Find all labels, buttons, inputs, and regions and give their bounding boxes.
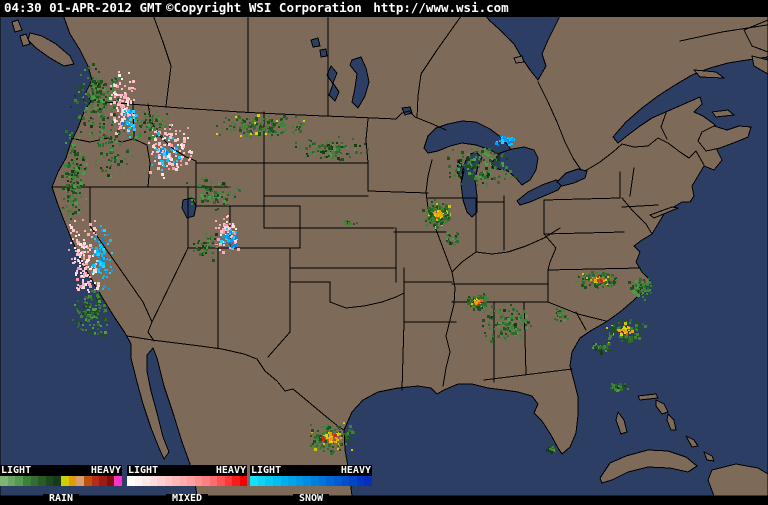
lake-erie [516, 179, 565, 206]
national-borders [90, 11, 768, 431]
lake-winnipegosis [326, 65, 340, 102]
mixed-light-label: LIGHT [128, 465, 159, 476]
status-bar: 04:30 01-APR-2012 GMT ©Copyright WSI Corp… [0, 0, 768, 17]
lake-huron [491, 146, 539, 186]
timestamp: 04:30 01-APR-2012 GMT [4, 0, 163, 15]
copyright-text: ©Copyright WSI Corporation [166, 0, 362, 15]
radar-echoes [61, 63, 653, 455]
us-mexico-border [126, 335, 345, 431]
snow-scale-bar: LIGHT HEAVY [250, 465, 372, 476]
rain-scale-bar: LIGHT HEAVY [0, 465, 122, 476]
mixed-scale-bar: LIGHT HEAVY [127, 465, 247, 476]
province-borders [151, 11, 768, 171]
snow-heavy-label: HEAVY [340, 465, 371, 476]
snow-color-bar [250, 476, 372, 486]
legend-rain: LIGHT HEAVY RAIN [0, 465, 122, 504]
rain-color-bar [0, 476, 122, 486]
mixed-heavy-label: HEAVY [215, 465, 246, 476]
state-borders [51, 100, 659, 391]
snow-light-label: LIGHT [251, 465, 282, 476]
hispaniola [707, 463, 768, 496]
james-bay-island [513, 55, 525, 64]
bahamas [615, 393, 715, 462]
rain-heavy-label: HEAVY [90, 465, 121, 476]
newfoundland [743, 19, 768, 75]
vancouver-island [27, 32, 75, 67]
mixed-color-bar [127, 476, 247, 486]
anticosti-island [693, 69, 725, 79]
url-text: http://www.wsi.com [373, 0, 509, 15]
lake-ontario [556, 168, 588, 187]
long-island [649, 206, 679, 219]
lake-winnipeg [349, 56, 370, 109]
rain-light-label: LIGHT [1, 465, 32, 476]
prince-edward-island [711, 109, 735, 118]
cuba [599, 449, 698, 484]
legend-snow: LIGHT HEAVY SNOW [250, 465, 372, 504]
nova-scotia [697, 125, 752, 152]
legend-mixed: LIGHT HEAVY MIXED [127, 465, 247, 504]
landmass [11, 11, 768, 496]
